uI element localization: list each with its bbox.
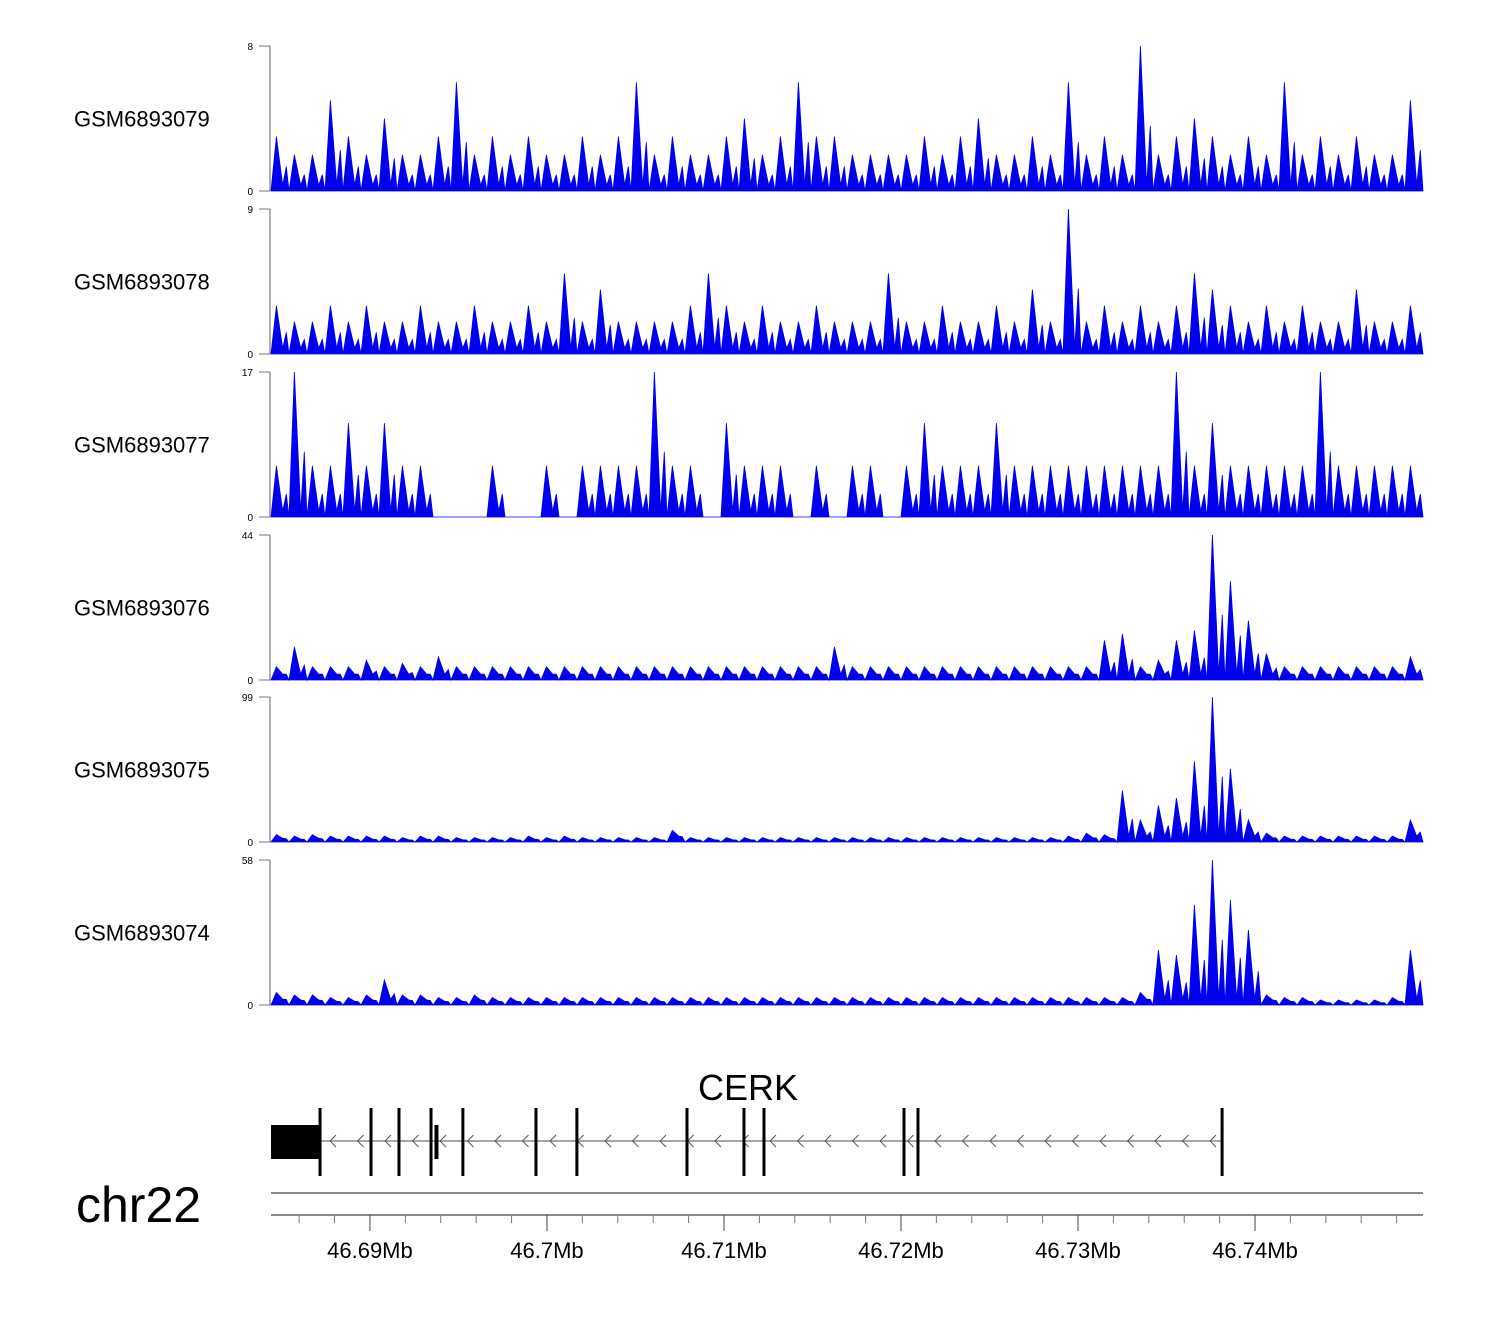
strand-arrow-icon (356, 1134, 364, 1148)
exon (461, 1108, 465, 1176)
y-tick-label: 17 (242, 368, 254, 379)
strand-arrow-icon (879, 1134, 887, 1148)
y-tick-label: 99 (242, 693, 254, 704)
exon (434, 1125, 439, 1159)
strand-arrow-icon (824, 1134, 832, 1148)
strand-arrow-icon (1016, 1134, 1024, 1148)
strand-arrow-icon (1154, 1134, 1162, 1148)
track-label: GSM6893076 (74, 596, 210, 621)
strand-arrow-icon (521, 1134, 529, 1148)
coverage-area-GSM6893075 (270, 696, 1424, 843)
exon (762, 1108, 766, 1176)
exon (902, 1108, 906, 1176)
y-tick-label: 8 (247, 42, 253, 53)
strand-arrow-icon (1181, 1134, 1189, 1148)
strand-arrow-icon (631, 1134, 639, 1148)
track-label: GSM6893079 (74, 107, 210, 132)
strand-arrow-icon (1071, 1134, 1079, 1148)
strand-arrow-icon (1126, 1134, 1134, 1148)
x-tick-label: 46.7Mb (510, 1238, 583, 1263)
exon (397, 1108, 401, 1176)
y-tick-label: 0 (247, 350, 253, 361)
y-tick-label: 44 (242, 531, 254, 542)
strand-arrow-icon (1044, 1134, 1052, 1148)
chromosome-label: chr22 (76, 1177, 201, 1233)
track-label: GSM6893077 (74, 433, 210, 458)
utr-block (271, 1125, 321, 1159)
strand-arrow-icon (549, 1134, 557, 1148)
exon (369, 1108, 373, 1176)
exon (534, 1108, 538, 1176)
coverage-area-GSM6893077 (270, 371, 1424, 518)
track-label: GSM6893074 (74, 921, 210, 946)
strand-arrow-icon (384, 1134, 392, 1148)
gene-name: CERK (698, 1067, 798, 1108)
y-tick-label: 0 (247, 676, 253, 687)
strand-arrow-icon (466, 1134, 474, 1148)
coverage-area-GSM6893074 (270, 859, 1424, 1007)
exon (318, 1108, 322, 1176)
y-tick-label: 58 (242, 856, 254, 867)
strand-arrow-icon (961, 1134, 969, 1148)
track-label: GSM6893078 (74, 270, 210, 295)
y-tick-label: 0 (247, 1001, 253, 1012)
strand-arrow-icon (494, 1134, 502, 1148)
strand-arrow-icon (714, 1134, 722, 1148)
strand-arrow-icon (411, 1134, 419, 1148)
strand-arrow-icon (934, 1134, 942, 1148)
strand-arrow-icon (851, 1134, 859, 1148)
exon (685, 1108, 689, 1176)
y-tick-label: 0 (247, 513, 253, 524)
x-tick-label: 46.69Mb (327, 1238, 413, 1263)
strand-arrow-icon (329, 1134, 337, 1148)
x-tick-label: 46.73Mb (1035, 1238, 1121, 1263)
coverage-area-GSM6893076 (270, 534, 1424, 682)
y-tick-label: 0 (247, 838, 253, 849)
strand-arrow-icon (1099, 1134, 1107, 1148)
x-tick-label: 46.71Mb (681, 1238, 767, 1263)
strand-arrow-icon (439, 1134, 447, 1148)
exon (575, 1108, 579, 1176)
y-tick-label: 9 (247, 205, 253, 216)
track-label: GSM6893075 (74, 758, 210, 783)
strand-arrow-icon (796, 1134, 804, 1148)
x-tick-label: 46.74Mb (1212, 1238, 1298, 1263)
exon (429, 1108, 433, 1176)
strand-arrow-icon (604, 1134, 612, 1148)
y-tick-label: 0 (247, 187, 253, 198)
strand-arrow-icon (769, 1134, 777, 1148)
exon (1220, 1108, 1224, 1176)
coverage-area-GSM6893078 (270, 208, 1424, 355)
strand-arrow-icon (1209, 1134, 1217, 1148)
exon (742, 1108, 746, 1176)
coverage-area-GSM6893079 (270, 45, 1424, 192)
strand-arrow-icon (906, 1134, 914, 1148)
exon (916, 1108, 920, 1176)
strand-arrow-icon (989, 1134, 997, 1148)
strand-arrow-icon (659, 1134, 667, 1148)
x-tick-label: 46.72Mb (858, 1238, 944, 1263)
